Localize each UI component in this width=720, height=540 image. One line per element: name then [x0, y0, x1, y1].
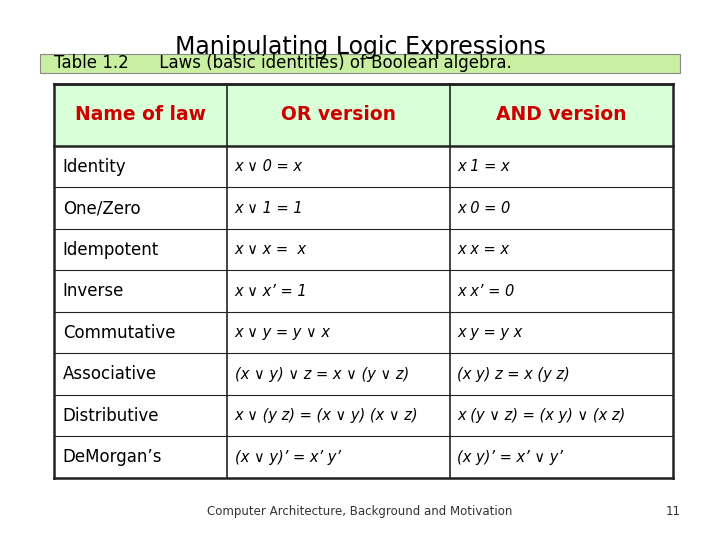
Text: AND version: AND version	[497, 105, 627, 124]
Text: (x ∨ y)’ = x’ y’: (x ∨ y)’ = x’ y’	[235, 450, 341, 464]
Text: (x y)’ = x’ ∨ y’: (x y)’ = x’ ∨ y’	[457, 450, 564, 464]
Text: x ∨ (y z) = (x ∨ y) (x ∨ z): x ∨ (y z) = (x ∨ y) (x ∨ z)	[235, 408, 418, 423]
Text: Manipulating Logic Expressions: Manipulating Logic Expressions	[174, 35, 546, 59]
Text: x (y ∨ z) = (x y) ∨ (x z): x (y ∨ z) = (x y) ∨ (x z)	[457, 408, 626, 423]
Text: x ∨ y = y ∨ x: x ∨ y = y ∨ x	[235, 325, 330, 340]
Text: Idempotent: Idempotent	[63, 241, 159, 259]
Text: (x ∨ y) ∨ z = x ∨ (y ∨ z): (x ∨ y) ∨ z = x ∨ (y ∨ z)	[235, 367, 409, 382]
Text: Name of law: Name of law	[75, 105, 206, 124]
Text: x ∨ 1 = 1: x ∨ 1 = 1	[235, 201, 303, 215]
Text: Computer Architecture, Background and Motivation: Computer Architecture, Background and Mo…	[207, 505, 513, 518]
Text: Laws (basic identities) of Boolean algebra.: Laws (basic identities) of Boolean algeb…	[133, 55, 512, 72]
Text: 11: 11	[665, 505, 680, 518]
Text: OR version: OR version	[282, 105, 396, 124]
Text: x ∨ x =  x: x ∨ x = x	[235, 242, 307, 257]
Text: Table 1.2: Table 1.2	[54, 55, 129, 72]
Text: x ∨ 0 = x: x ∨ 0 = x	[235, 159, 302, 174]
Text: x x = x: x x = x	[457, 242, 510, 257]
Text: x ∨ x’ = 1: x ∨ x’ = 1	[235, 284, 307, 299]
Text: x 0 = 0: x 0 = 0	[457, 201, 510, 215]
Text: x x’ = 0: x x’ = 0	[457, 284, 515, 299]
Bar	[54, 84, 673, 146]
Text: Commutative: Commutative	[63, 323, 175, 342]
Text: Inverse: Inverse	[63, 282, 124, 300]
Text: Identity: Identity	[63, 158, 126, 176]
Bar	[40, 54, 680, 73]
Text: x 1 = x: x 1 = x	[457, 159, 510, 174]
Text: (x y) z = x (y z): (x y) z = x (y z)	[457, 367, 570, 382]
Text: x y = y x: x y = y x	[457, 325, 523, 340]
Text: DeMorgan’s: DeMorgan’s	[63, 448, 162, 466]
Text: Associative: Associative	[63, 365, 157, 383]
Text: Distributive: Distributive	[63, 407, 159, 424]
Text: One/Zero: One/Zero	[63, 199, 140, 217]
